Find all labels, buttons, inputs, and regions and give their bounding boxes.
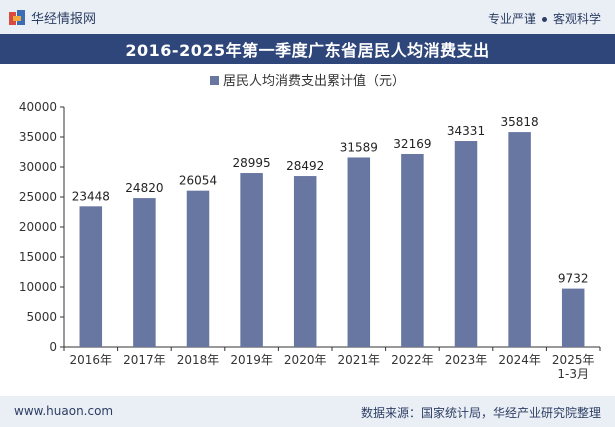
y-tick-label: 40000 — [19, 100, 57, 114]
legend: 居民人均消费支出累计值（元） — [0, 70, 615, 89]
bar-value-label: 31589 — [340, 140, 378, 154]
huajing-logo-icon — [9, 9, 25, 25]
bar-value-label: 9732 — [558, 272, 589, 286]
x-tick-label: 2016年 — [70, 353, 113, 367]
y-tick-label: 20000 — [19, 220, 57, 234]
data-source: 数据来源：国家统计局，华经产业研究院整理 — [360, 406, 601, 420]
bar-value-label: 28492 — [286, 159, 324, 173]
x-tick-label: 1-3月 — [557, 367, 589, 381]
bar-chart: 0 5000 10000 15000 20000 25000 30000 35000 40000… — [19, 100, 601, 381]
x-tick-label: 2020年 — [284, 353, 327, 367]
bar-value-label: 34331 — [447, 124, 485, 138]
bar — [561, 288, 585, 347]
bar — [293, 176, 317, 347]
bar — [240, 173, 263, 347]
tagline-left: 专业严谨 — [487, 12, 536, 26]
site-url: www.huaon.com — [14, 404, 114, 418]
bar — [347, 157, 371, 347]
bar — [401, 153, 424, 347]
bar — [454, 141, 478, 347]
brand-name: 华经情报网 — [31, 12, 97, 27]
dot-separator-icon — [541, 17, 547, 22]
x-tick-label: 2024年 — [498, 353, 541, 367]
brand: 华经情报网 — [8, 8, 96, 27]
bar-value-label: 35818 — [501, 115, 539, 129]
x-tick-label: 2022年 — [391, 353, 434, 367]
tagline-right: 客观科学 — [552, 12, 601, 26]
legend-swatch-icon — [209, 76, 219, 85]
x-tick-label: 2018年 — [177, 353, 220, 367]
x-tick-label: 2017年 — [123, 353, 166, 367]
y-tick-label: 30000 — [19, 160, 57, 174]
legend-label: 居民人均消费支出累计值（元） — [222, 74, 405, 89]
bar — [508, 132, 531, 347]
bar-value-label: 32169 — [393, 137, 431, 151]
chart-title: 2016-2025年第一季度广东省居民人均消费支出 — [125, 41, 490, 60]
x-tick-label: 2023年 — [445, 353, 488, 367]
y-tick-label: 0 — [49, 340, 57, 354]
bar — [186, 190, 210, 347]
title-band: 2016-2025年第一季度广东省居民人均消费支出 — [0, 34, 615, 64]
x-tick-label: 2025年 — [552, 353, 595, 367]
footer-band: www.huaon.com 数据来源：国家统计局，华经产业研究院整理 — [0, 396, 615, 427]
y-tick-label: 25000 — [19, 190, 57, 204]
tagline: 专业严谨 客观科学 — [488, 10, 601, 27]
bar-value-label: 23448 — [72, 189, 110, 203]
y-tick-label: 15000 — [19, 250, 57, 264]
y-tick-label: 35000 — [19, 130, 57, 144]
bar-value-label: 28995 — [233, 156, 271, 170]
x-tick-label: 2019年 — [230, 353, 273, 367]
y-tick-label: 5000 — [26, 310, 57, 324]
x-tick-label: 2021年 — [338, 353, 381, 367]
y-tick-label: 10000 — [19, 280, 57, 294]
bar — [133, 198, 156, 347]
bar-value-label: 26054 — [179, 174, 217, 188]
header-band: 华经情报网 专业严谨 客观科学 — [0, 0, 615, 34]
bar — [79, 206, 103, 347]
bar-value-label: 24820 — [125, 181, 163, 195]
